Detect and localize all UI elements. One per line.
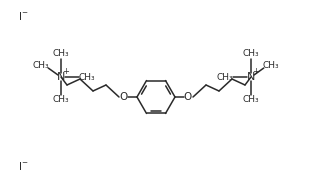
Text: N: N <box>57 72 65 82</box>
Text: O: O <box>184 92 192 102</box>
Text: +: + <box>252 68 260 77</box>
Text: CH₃: CH₃ <box>33 61 50 70</box>
Text: CH₃: CH₃ <box>243 95 259 105</box>
Text: I$^{-}$: I$^{-}$ <box>18 160 28 172</box>
Text: CH₃: CH₃ <box>217 72 233 82</box>
Text: +: + <box>63 68 70 77</box>
Text: CH₃: CH₃ <box>243 49 259 59</box>
Text: CH₃: CH₃ <box>53 49 69 59</box>
Text: O: O <box>120 92 128 102</box>
Text: CH₃: CH₃ <box>79 72 95 82</box>
Text: N: N <box>247 72 255 82</box>
Text: CH₃: CH₃ <box>262 61 279 70</box>
Text: I$^{-}$: I$^{-}$ <box>18 10 28 22</box>
Text: CH₃: CH₃ <box>53 95 69 105</box>
